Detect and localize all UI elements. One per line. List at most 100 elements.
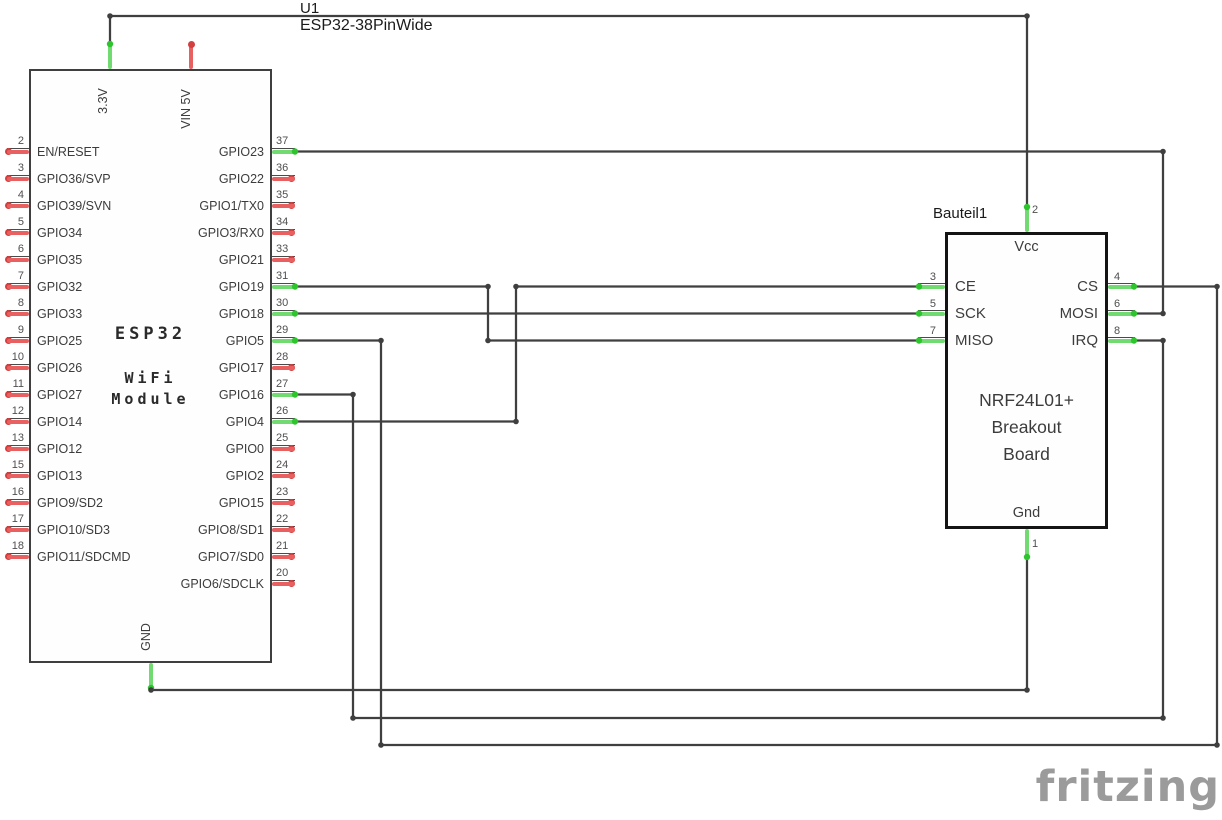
esp32-pin-3v3[interactable] [108,44,112,69]
wire-gpio16-to-irq-bendpoint[interactable] [350,391,356,398]
wire-gpio4-to-ce-bendpoint[interactable] [513,283,519,290]
wire-gpio16-to-irq-bendpoint[interactable] [1160,337,1166,344]
nrf-pin-ce[interactable] [918,284,945,289]
esp32-pin-gpio4[interactable] [272,419,295,424]
esp32-pin-gpio35-label: GPIO35 [37,252,83,267]
esp32-pin-gpio33[interactable] [7,311,29,316]
esp32-pin-vin5v-terminal[interactable] [187,41,195,48]
wire-gpio4-to-ce-terminal[interactable] [291,418,299,425]
wire-gpio19-to-miso-terminal[interactable] [291,283,299,290]
wire-gpio16-to-irq-bendpoint[interactable] [1160,715,1166,721]
wire-gpio23-to-mosi[interactable] [295,150,1165,315]
wire-gpio23-to-mosi-terminal[interactable] [1130,310,1138,317]
wire-gpio5-to-cs-terminal[interactable] [1130,283,1138,290]
esp32-pin-gpio1-tx0[interactable] [272,203,295,208]
wire-gpio5-to-cs[interactable] [295,285,1219,747]
nrf-pin-gnd[interactable] [1025,529,1029,557]
wire-3v3-to-vcc[interactable] [108,14,1029,207]
esp32-subtitle-1: WiFi [124,369,177,387]
wire-gpio16-to-irq-bendpoint[interactable] [350,715,356,721]
wire-gnd-to-gnd-bendpoint[interactable] [148,687,154,693]
esp32-pin-gpio25[interactable] [7,338,29,343]
wire-gpio19-to-miso-bendpoint[interactable] [485,337,491,344]
nrf-pin-miso[interactable] [918,338,945,343]
esp32-pin-gpio14[interactable] [7,419,29,424]
wire-gpio4-to-ce-terminal[interactable] [915,283,923,290]
esp32-pin-gpio8-sd1[interactable] [272,527,295,532]
wire-gpio19-to-miso-terminal[interactable] [915,337,923,344]
nrf-pin-mosi[interactable] [1108,311,1135,316]
wire-3v3-to-vcc-bendpoint[interactable] [1024,13,1030,19]
esp32-ref-label[interactable]: U1 [300,0,320,17]
wire-gpio18-to-sck-terminal[interactable] [291,310,299,317]
esp32-pin-gpio10-sd3[interactable] [7,527,29,532]
wire-gpio4-to-ce-bendpoint[interactable] [513,418,519,425]
wire-gpio16-to-irq-terminal[interactable] [1130,337,1138,344]
esp32-pin-gpio18[interactable] [272,311,295,316]
esp32-pin-gpio22[interactable] [272,176,295,181]
esp32-pin-gpio5[interactable] [272,338,295,343]
wire-gpio16-to-irq-terminal[interactable] [291,391,299,398]
wire-3v3-to-vcc-terminal[interactable] [1023,203,1031,211]
esp32-pin-gpio16[interactable] [272,392,295,397]
wire-gpio23-to-mosi-bendpoint[interactable] [1160,148,1166,155]
esp32-pin-gpio13[interactable] [7,473,29,478]
esp32-pin-gpio15[interactable] [272,500,295,505]
nrf-pin-irq[interactable] [1108,338,1135,343]
wire-3v3-to-vcc-bendpoint[interactable] [107,13,113,19]
esp32-pin-gpio17[interactable] [272,365,295,370]
pin-line [272,363,295,365]
wire-3v3-to-vcc-terminal[interactable] [106,40,114,48]
esp32-pin-gpio5-label: GPIO5 [225,333,264,348]
nrf-component[interactable] [945,232,1108,529]
nrf-pin-vcc[interactable] [1025,207,1029,232]
esp32-pin-gpio34[interactable] [7,230,29,235]
esp32-pin-gpio39-svn[interactable] [7,203,29,208]
pin-number: 2 [17,134,24,147]
esp32-pin-gpio35[interactable] [7,257,29,262]
esp32-pin-gpio32[interactable] [7,284,29,289]
esp32-pin-gpio2[interactable] [272,473,295,478]
wire-gpio18-to-sck-terminal[interactable] [915,310,923,317]
wire-gpio5-to-cs-bendpoint[interactable] [1214,742,1220,748]
esp32-pin-gpio6-sdclk[interactable] [272,581,295,586]
esp32-pin-gpio12[interactable] [7,446,29,451]
esp32-pin-gpio23[interactable] [272,149,295,154]
wire-gnd-to-gnd-terminal[interactable] [1023,553,1031,561]
esp32-pin-gpio0[interactable] [272,446,295,451]
wire-gpio5-to-cs-bendpoint[interactable] [1214,283,1220,290]
wire-gnd-to-gnd[interactable] [149,557,1029,692]
esp32-part-label[interactable]: ESP32-38PinWide [300,17,433,34]
wire-gpio19-to-miso-bendpoint[interactable] [485,283,491,290]
pin-line [272,309,295,311]
esp32-pin-gpio26[interactable] [7,365,29,370]
nrf-pin-sck[interactable] [918,311,945,316]
wire-gpio5-to-cs-terminal[interactable] [291,337,299,344]
pin-line [272,174,295,176]
esp32-pin-gpio27[interactable] [7,392,29,397]
wire-gpio5-to-cs-bendpoint[interactable] [378,742,384,748]
esp32-pin-en-reset[interactable] [7,149,29,154]
pin-line [7,363,29,365]
wire-gpio23-to-mosi-terminal[interactable] [291,148,299,155]
esp32-pin-gpio36-svp[interactable] [7,176,29,181]
esp32-pin-gpio21[interactable] [272,257,295,262]
esp32-pin-vin5v[interactable] [189,42,193,69]
pin-line [1108,336,1135,338]
wire-gpio23-to-mosi-bendpoint[interactable] [1160,310,1166,317]
esp32-pin-gpio3-rx0[interactable] [272,230,295,235]
wire-gpio4-to-ce[interactable] [295,285,919,423]
esp32-pin-gnd[interactable] [149,663,153,688]
esp32-pin-gpio7-sd0[interactable] [272,554,295,559]
nrf-ref-label[interactable]: Bauteil1 [933,205,988,222]
esp32-pin-gpio9-sd2[interactable] [7,500,29,505]
pin-line [272,336,295,338]
esp32-pin-gpio19[interactable] [272,284,295,289]
esp32-component[interactable] [29,69,272,663]
esp32-pin-gpio11-sdcmd[interactable] [7,554,29,559]
wire-gpio16-to-irq[interactable] [295,339,1165,720]
wire-gpio5-to-cs-bendpoint[interactable] [378,337,384,344]
nrf-pin-cs[interactable] [1108,284,1135,289]
wire-gnd-to-gnd-bendpoint[interactable] [1024,687,1030,693]
